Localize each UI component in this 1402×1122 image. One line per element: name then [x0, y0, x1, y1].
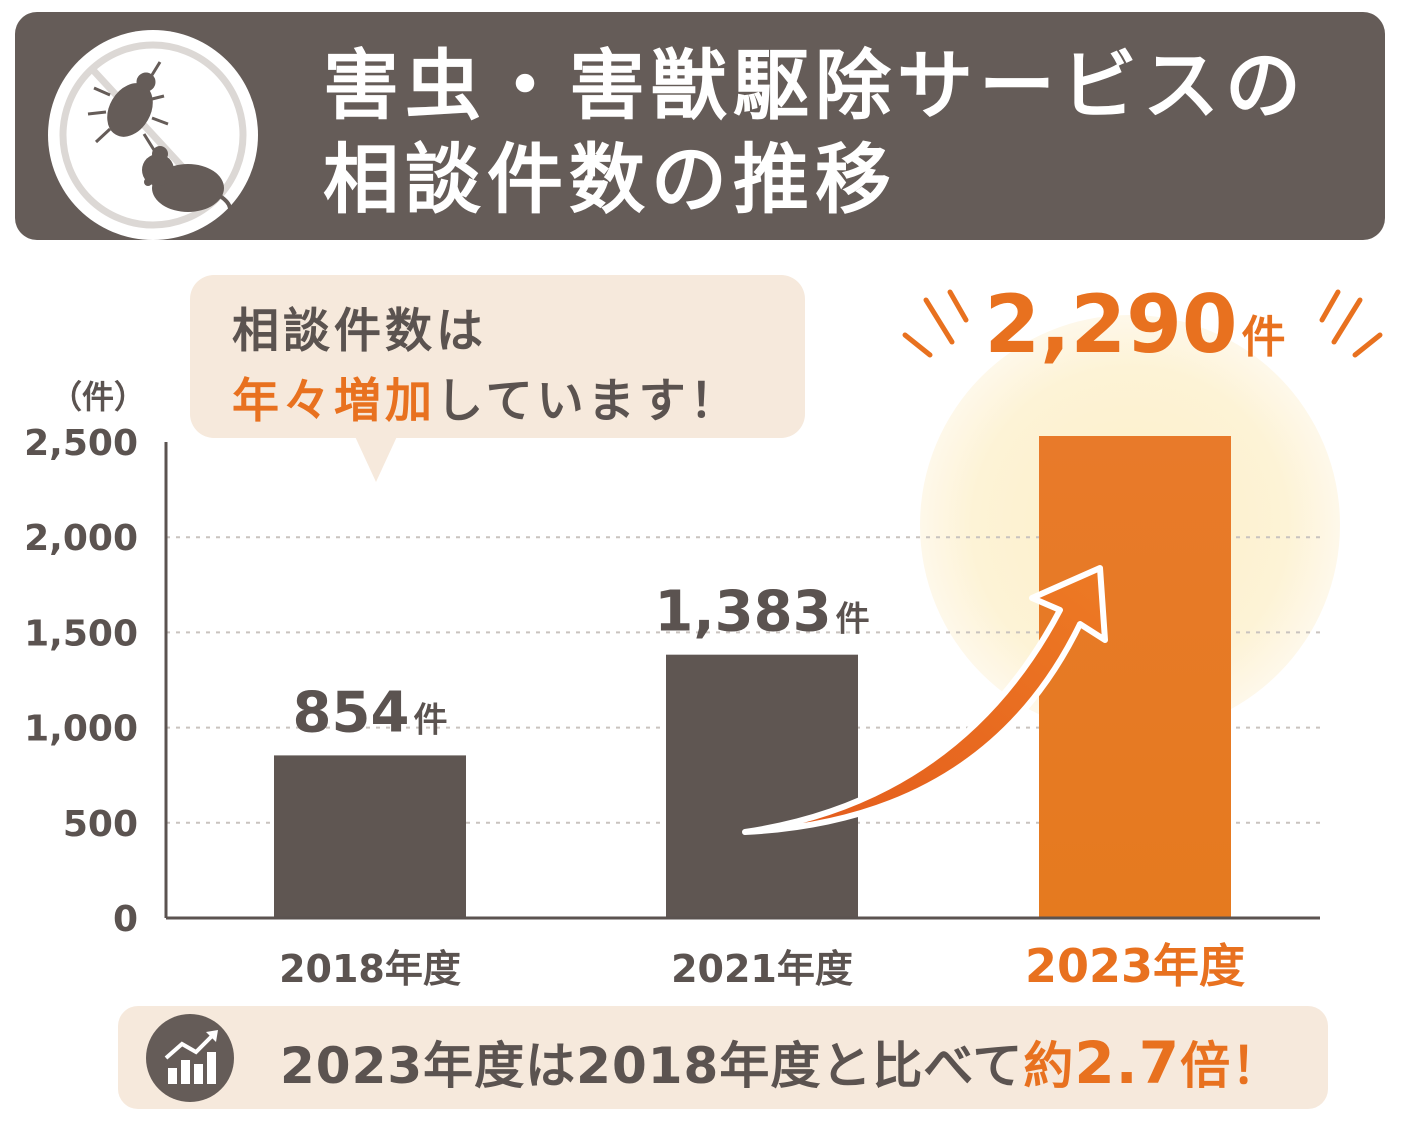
- value-label: 854 件: [293, 680, 448, 745]
- summary-banner: 2023年度は2018年度と比べて約2.7倍！: [118, 1006, 1328, 1109]
- pest-logo: [48, 30, 258, 240]
- callout-bubble: 相談件数は 年々増加しています！: [190, 275, 805, 438]
- y-tick-label: 1,500: [24, 613, 138, 654]
- value-label: 1,383 件: [654, 580, 869, 645]
- y-tick-label: 0: [113, 899, 138, 940]
- growth-chart-icon: [146, 1014, 234, 1102]
- mouse-icon: [142, 146, 232, 222]
- burst-lines-icon: [902, 289, 1383, 358]
- y-tick-label: 1,000: [24, 709, 138, 750]
- x-tick-label: 2023年度: [1025, 939, 1245, 993]
- bar-2: [1039, 436, 1231, 918]
- summary-highlight-value: 2.7: [1074, 1029, 1181, 1097]
- prohibition-icon: [59, 41, 247, 229]
- page-title-line-2: 相談件数の推移: [323, 135, 897, 224]
- bar-1: [666, 654, 858, 918]
- growth-arrow-icon: [742, 565, 1108, 835]
- callout-rest: しています！: [436, 374, 741, 429]
- bar-0: [274, 755, 466, 918]
- x-tick-label: 2021年度: [671, 947, 853, 991]
- callout-line-1: 相談件数は: [232, 304, 487, 359]
- value-label: 2,290件: [984, 278, 1285, 371]
- summary-text-main: 2023年度は2018年度と比べて: [280, 1037, 1024, 1095]
- page-title: 害虫・害獣駆除サービスの: [323, 41, 1307, 130]
- summary-highlight-suffix: 倍！: [1180, 1037, 1283, 1095]
- bar-chart: 2,500 2,000 1,500 1,000 500 0 （件） 854 件 1,383 件 2…: [24, 278, 1383, 993]
- y-tick-label: 500: [63, 804, 138, 845]
- summary-text: 2023年度は2018年度と比べて約2.7倍！: [280, 1034, 1282, 1092]
- callout-line-2: 年々増加しています！: [232, 378, 741, 425]
- y-tick-label: 2,500: [24, 423, 138, 464]
- bug-icon: [87, 61, 169, 151]
- y-axis-label: （件）: [50, 378, 146, 416]
- callout-tail: [352, 430, 400, 482]
- callout-highlight: 年々増加: [232, 374, 436, 429]
- y-tick-label: 2,000: [24, 518, 138, 559]
- x-tick-label: 2018年度: [279, 947, 461, 991]
- summary-highlight-prefix: 約: [1023, 1037, 1075, 1095]
